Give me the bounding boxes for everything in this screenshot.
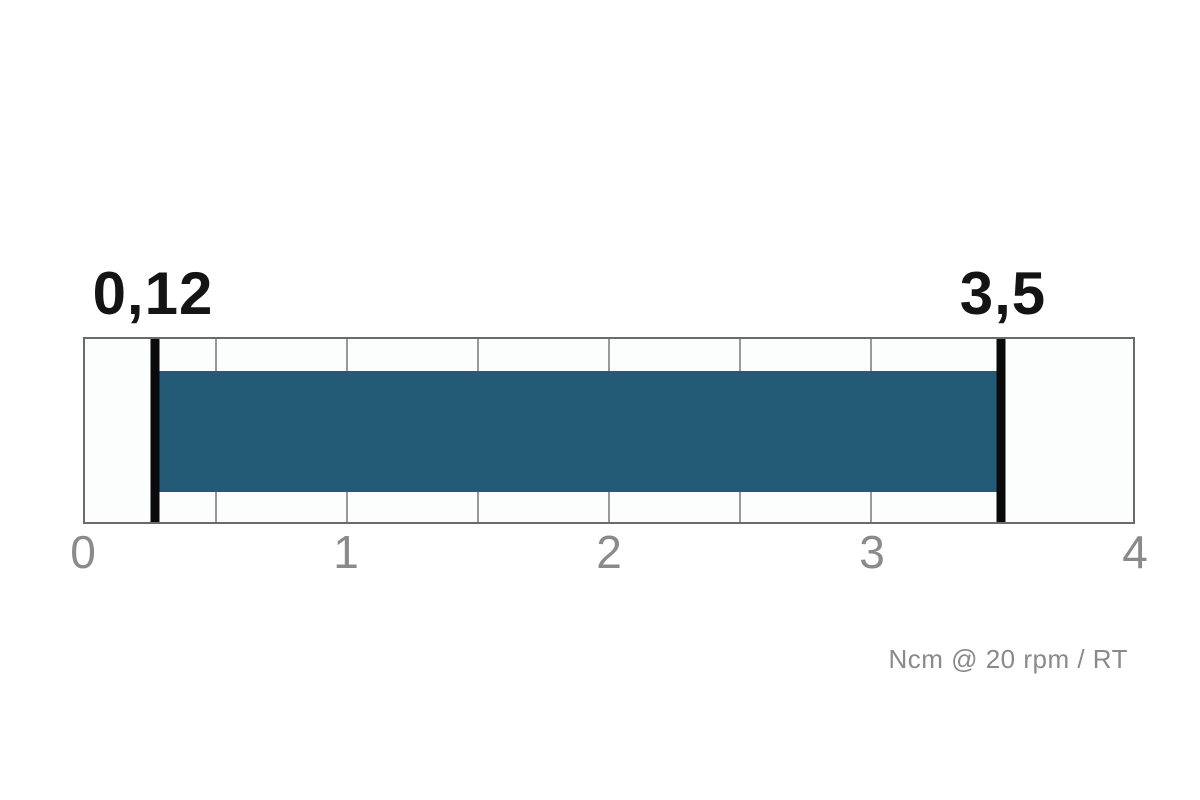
axis-unit-label: Ncm @ 20 rpm / RT	[888, 644, 1128, 674]
x-tick-label: 3	[859, 526, 885, 578]
x-tick-label: 0	[70, 526, 96, 578]
range-min-marker	[150, 339, 160, 522]
range-value-labels: 0,12 3,5	[83, 263, 1135, 327]
range-bar	[154, 371, 1002, 492]
range-min-label: 0,12	[92, 260, 214, 327]
x-tick-label: 2	[596, 526, 622, 578]
x-tick-label: 1	[333, 526, 359, 578]
plot-area	[83, 337, 1135, 524]
x-tick-label: 4	[1122, 526, 1148, 578]
range-max-label: 3,5	[959, 260, 1047, 327]
x-axis-ticks: 0 1 2 3 4	[70, 526, 1148, 588]
range-max-marker	[996, 339, 1006, 522]
